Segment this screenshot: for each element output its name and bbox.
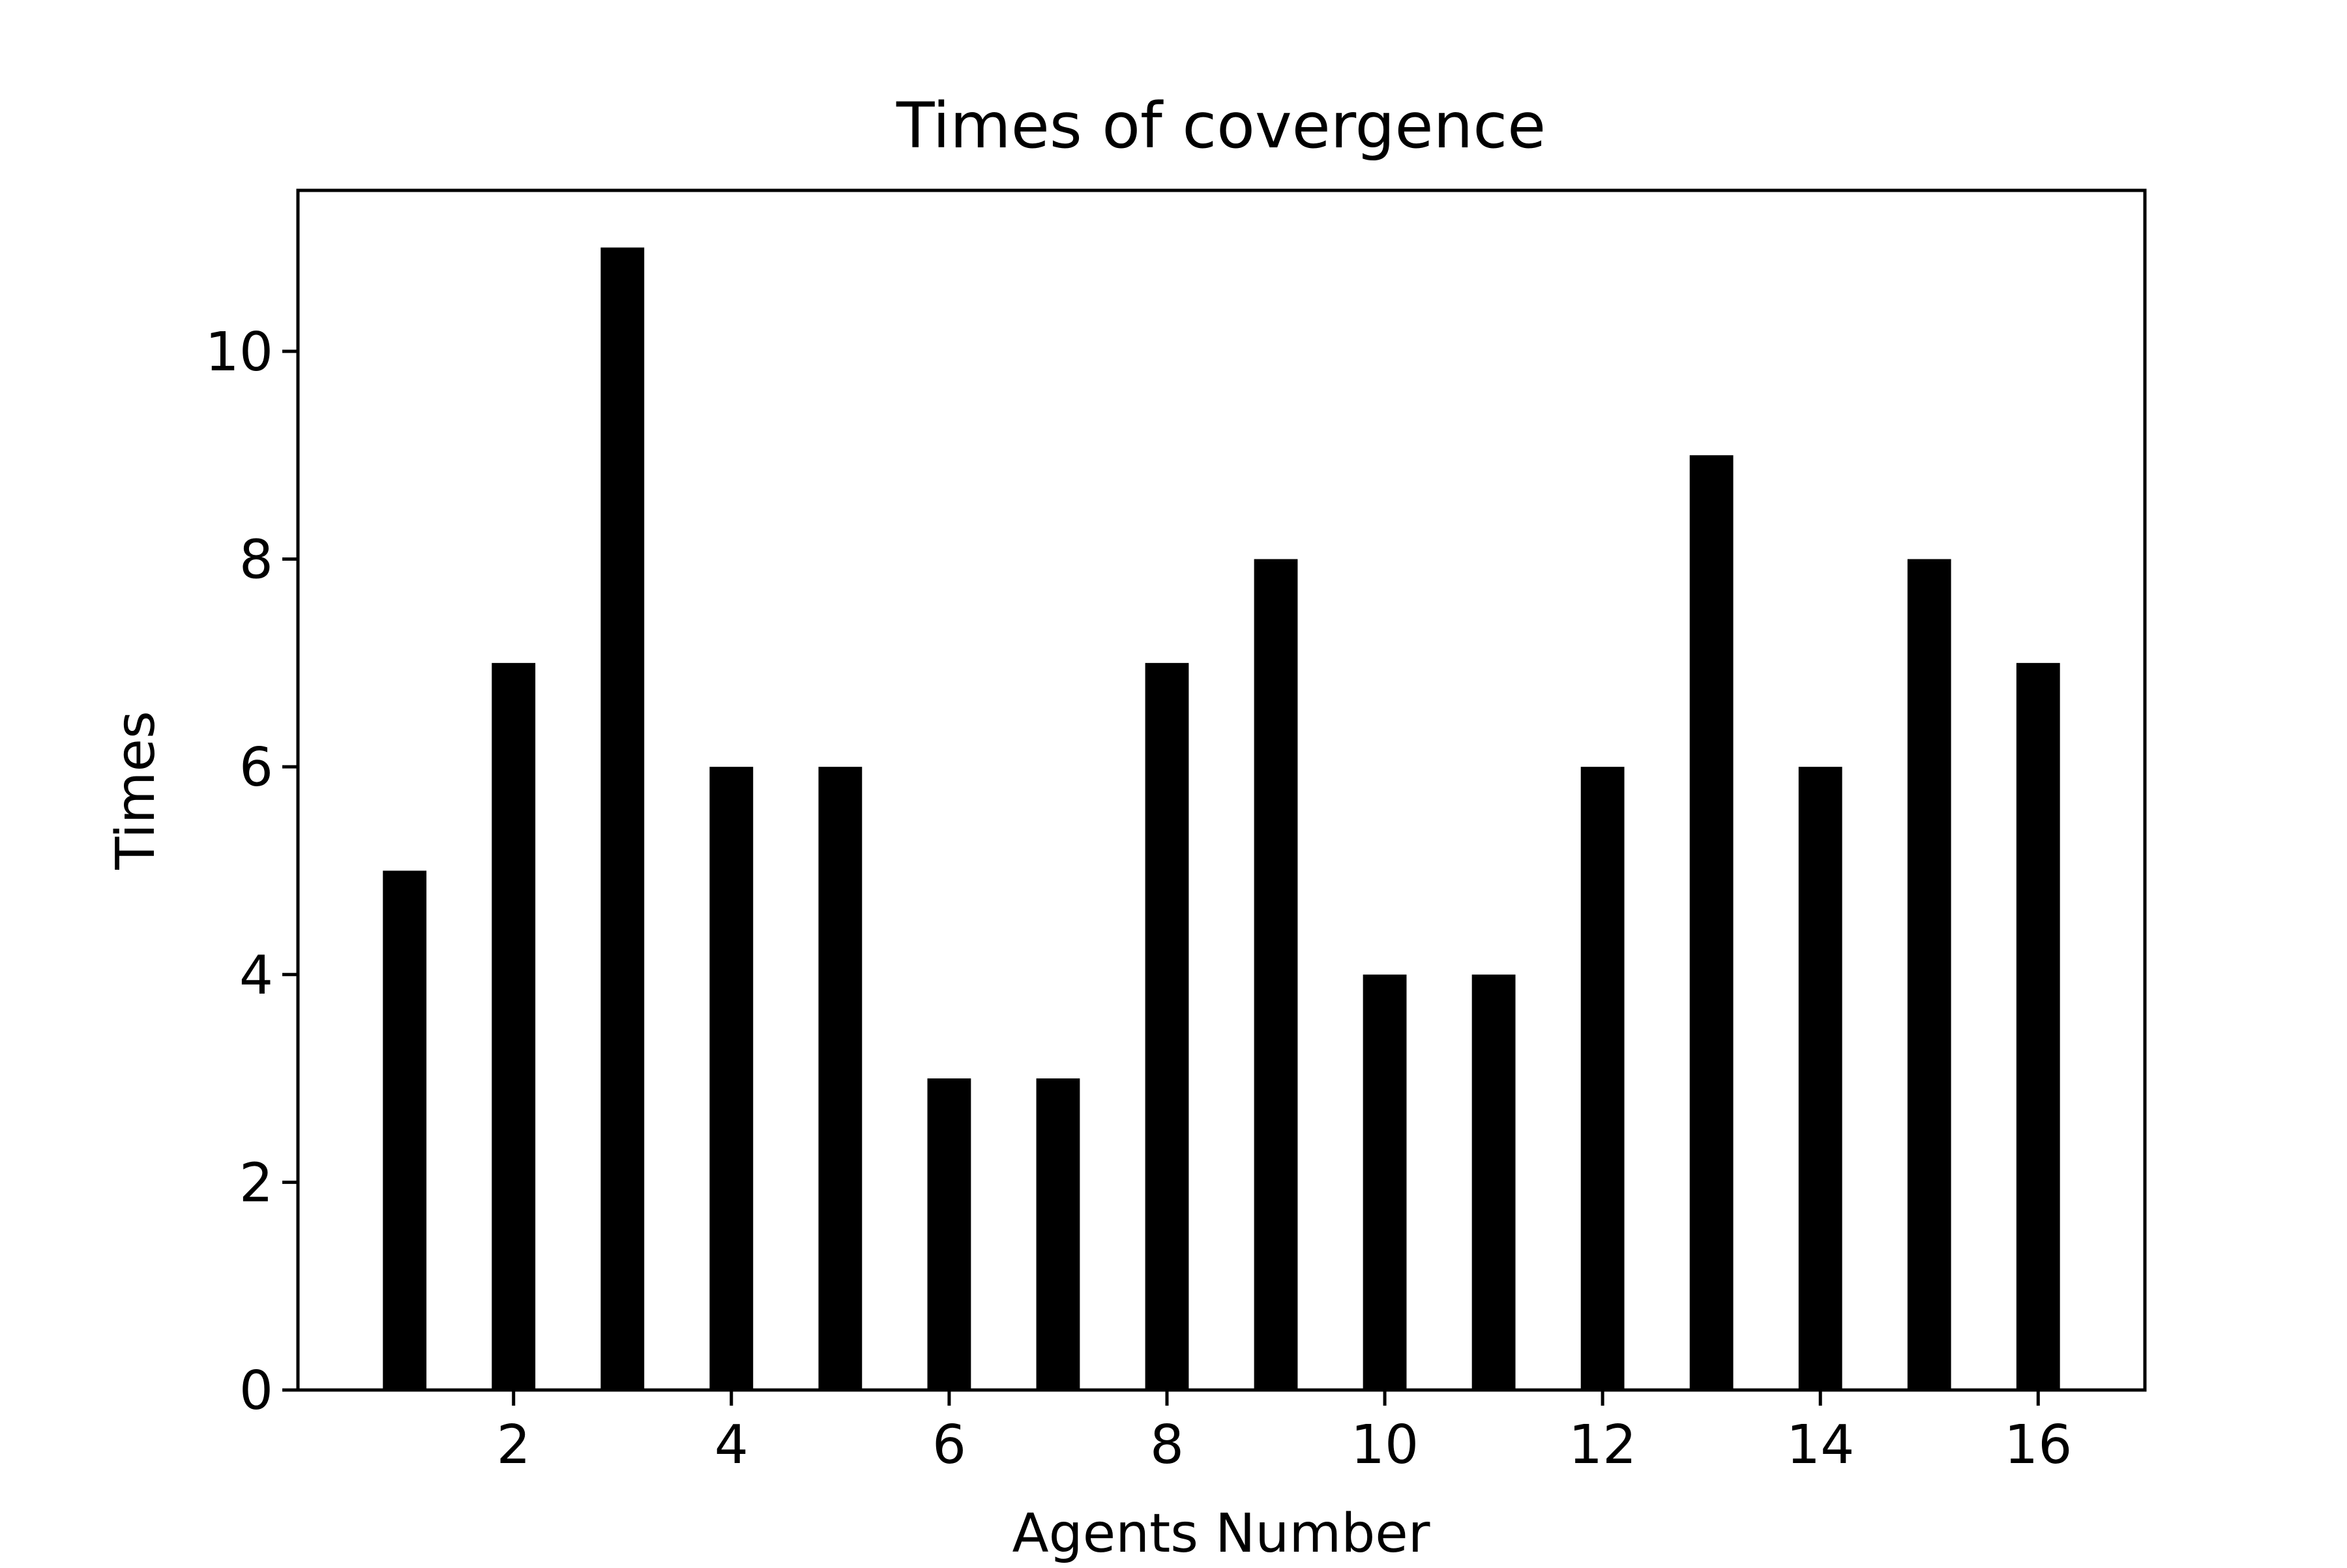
bar-agents-13	[1689, 455, 1734, 1390]
bar-agents-7	[1036, 1078, 1080, 1390]
y-tick-label: 0	[239, 1360, 273, 1422]
x-tick-label: 6	[932, 1414, 966, 1476]
x-tick-label: 2	[497, 1414, 531, 1476]
bar-agents-15	[1907, 559, 1951, 1390]
x-tick-label: 8	[1150, 1414, 1184, 1476]
x-tick-label: 10	[1351, 1414, 1419, 1476]
bar-agents-14	[1798, 767, 1842, 1390]
y-tick-label: 8	[239, 529, 273, 591]
bar-agents-11	[1471, 974, 1516, 1390]
x-axis-ticks: 2 4 6 8 10 12 14 16	[497, 1390, 2072, 1476]
bar-agents-3	[600, 247, 645, 1391]
plot-frame	[296, 188, 2147, 1392]
y-tick-label: 10	[205, 321, 273, 383]
bar-agents-16	[2016, 662, 2060, 1390]
bar-agents-2	[492, 662, 536, 1390]
y-tick-label: 2	[239, 1152, 273, 1214]
bar-agents-9	[1254, 559, 1298, 1390]
x-axis-label: Agents Number	[1012, 1503, 1430, 1565]
x-tick-label: 4	[715, 1414, 748, 1476]
y-axis-ticks: 0 2 4 6 8 10	[205, 321, 298, 1422]
bar-agents-8	[1145, 662, 1189, 1390]
bars-group	[383, 247, 2060, 1391]
x-tick-label: 16	[2004, 1414, 2072, 1476]
y-axis-label: Times	[105, 711, 167, 870]
bar-agents-5	[818, 767, 863, 1390]
bar-agents-4	[709, 767, 754, 1390]
chart-title: Times of covergence	[896, 89, 1546, 162]
bar-agents-1	[383, 870, 427, 1390]
bar-agents-10	[1363, 974, 1407, 1390]
bar-agents-6	[927, 1078, 971, 1390]
x-tick-label: 12	[1569, 1414, 1636, 1476]
x-tick-label: 14	[1786, 1414, 1854, 1476]
y-tick-label: 4	[239, 945, 273, 1007]
y-tick-label: 6	[239, 737, 273, 799]
bar-agents-12	[1580, 767, 1625, 1390]
